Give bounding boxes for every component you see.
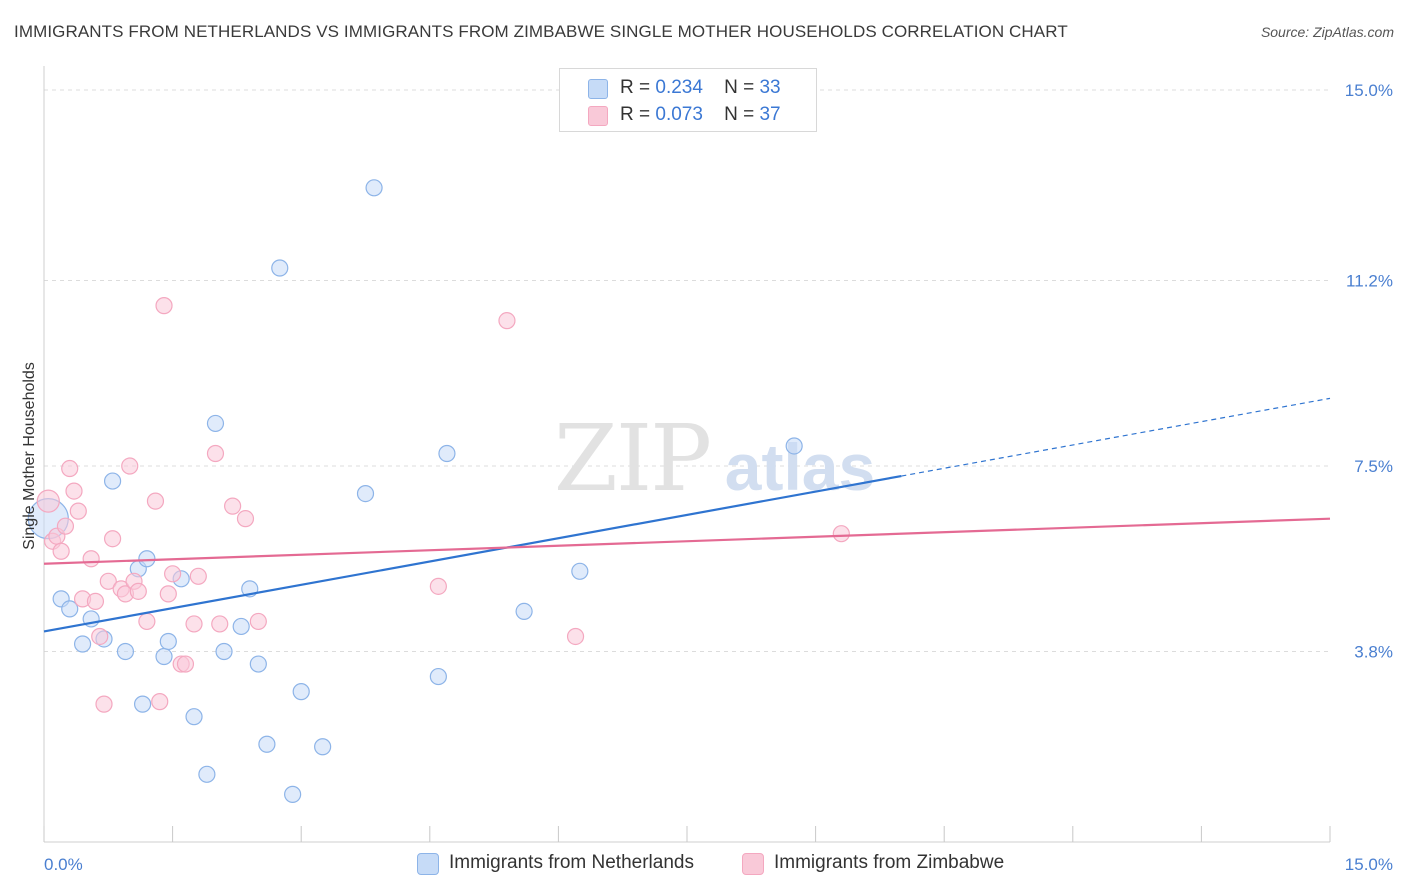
zimbabwe-point: [69, 502, 87, 520]
zimbabwe-point: [121, 457, 139, 475]
legend-n-label: N =: [724, 77, 755, 98]
zimbabwe-point: [86, 592, 105, 610]
zimbabwe-point: [832, 525, 850, 543]
netherlands-point: [155, 647, 173, 666]
netherlands-trend-extension: [901, 397, 1331, 477]
netherlands-point: [438, 444, 456, 463]
legend: R = 0.234 N = 33 R = 0.073 N = 37: [559, 68, 817, 132]
zimbabwe-point: [99, 572, 117, 590]
netherlands-point: [314, 738, 332, 756]
zimbabwe-point: [429, 577, 447, 595]
netherlands-point: [73, 635, 92, 653]
zimbabwe-point: [91, 627, 109, 646]
netherlands-point: [249, 655, 267, 673]
zimbabwe-point: [164, 565, 182, 583]
netherlands-point: [515, 602, 533, 621]
zimbabwe-point: [249, 612, 267, 631]
netherlands-point: [116, 642, 135, 661]
zimbabwe-trend-line: [43, 517, 1331, 565]
netherlands-point: [138, 550, 156, 568]
legend-r-label: R =: [620, 77, 651, 98]
x-tick-label-max: 15.0%: [1345, 855, 1393, 874]
zimbabwe-point: [95, 695, 113, 713]
zimbabwe-point: [211, 615, 229, 633]
netherlands-point: [365, 179, 383, 197]
zimbabwe-point: [36, 489, 60, 513]
y-tick-label: 11.2%: [1346, 272, 1393, 291]
data-points: [27, 179, 850, 803]
zimbabwe-point: [82, 550, 100, 568]
netherlands-point: [232, 617, 250, 636]
zimbabwe-point: [61, 459, 79, 478]
zimbabwe-point: [56, 517, 75, 535]
netherlands-point: [185, 708, 203, 726]
zimbabwe-point: [138, 612, 156, 631]
y-tick-labels: 15.0% 11.2% 7.5% 3.8%: [1345, 81, 1393, 661]
gridlines: [44, 89, 1330, 653]
netherlands-point: [271, 259, 289, 277]
zimbabwe-point: [566, 627, 585, 646]
netherlands-point: [133, 695, 152, 713]
bottom-legend-label-zimbabwe: Immigrants from Zimbabwe: [774, 852, 1005, 873]
zimbabwe-point: [224, 497, 242, 515]
y-tick-label: 3.8%: [1354, 643, 1393, 662]
zimbabwe-point: [146, 492, 165, 510]
chart-source: Source: ZipAtlas.com: [1260, 24, 1394, 40]
svg-text:ZIP: ZIP: [554, 405, 710, 512]
netherlands-point: [103, 472, 122, 490]
legend-r-value: 0.073: [655, 104, 703, 125]
zimbabwe-point: [498, 312, 516, 330]
zimbabwe-point: [129, 582, 147, 600]
x-tick-label-min: 0.0%: [44, 855, 83, 874]
netherlands-point: [284, 785, 302, 803]
netherlands-point: [258, 735, 276, 753]
zimbabwe-point: [189, 567, 207, 585]
legend-n-value: 33: [759, 77, 781, 98]
netherlands-point: [785, 437, 803, 455]
legend-swatch-netherlands: [588, 79, 608, 99]
watermark: ZIP atlas: [554, 405, 875, 512]
legend-n-value: 37: [759, 104, 781, 125]
zimbabwe-point: [236, 510, 255, 528]
netherlands-point: [429, 667, 447, 686]
y-tick-label: 15.0%: [1345, 81, 1393, 100]
y-tick-label: 7.5%: [1354, 457, 1393, 476]
legend-r-value: 0.234: [655, 77, 703, 98]
chart-title: IMMIGRANTS FROM NETHERLANDS VS IMMIGRANT…: [14, 22, 1068, 41]
bottom-legend-swatch-netherlands: [417, 853, 439, 875]
netherlands-point: [356, 484, 375, 503]
zimbabwe-point: [176, 655, 195, 673]
zimbabwe-point: [103, 530, 122, 548]
netherlands-trend-line: [43, 474, 902, 633]
netherlands-point: [215, 642, 233, 661]
y-axis-title: Single Mother Households: [21, 362, 38, 550]
bottom-legend-label-netherlands: Immigrants from Netherlands: [449, 852, 694, 873]
bottom-legend-swatch-zimbabwe: [742, 853, 764, 875]
netherlands-point: [61, 600, 79, 618]
trend-lines: [43, 397, 1331, 633]
netherlands-point: [198, 765, 216, 783]
zimbabwe-point: [155, 297, 173, 315]
zimbabwe-point: [185, 615, 203, 633]
zimbabwe-point: [65, 482, 83, 500]
netherlands-point: [159, 632, 177, 651]
legend-r-label: R =: [620, 104, 651, 125]
zimbabwe-point: [52, 542, 70, 560]
legend-swatch-zimbabwe: [588, 106, 608, 126]
axes: [43, 66, 1331, 843]
netherlands-point: [571, 562, 589, 580]
zimbabwe-point: [159, 585, 177, 603]
netherlands-point: [292, 683, 310, 701]
netherlands-point: [206, 414, 225, 433]
legend-n-label: N =: [724, 104, 755, 125]
zimbabwe-point: [206, 444, 225, 463]
zimbabwe-point: [151, 693, 169, 711]
